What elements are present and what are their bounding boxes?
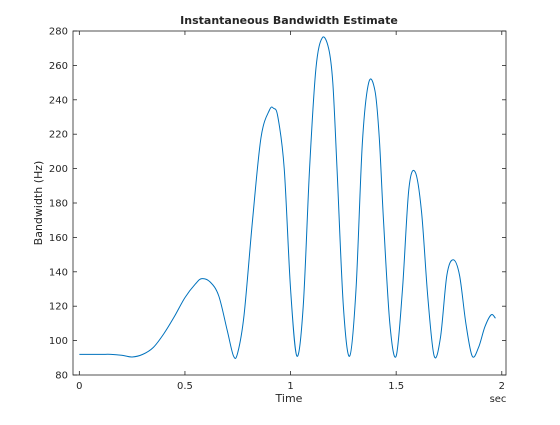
y-tick-label: 140 — [49, 267, 68, 278]
x-tick-label: 1 — [287, 381, 293, 392]
plot-area: 80 100 120 140 160 180 200 220 240 260 280 0 0.5 1 1.5… — [49, 27, 507, 392]
y-tick-label: 120 — [49, 302, 68, 313]
x-tick-label: 1.5 — [388, 381, 404, 392]
y-tick-label: 160 — [49, 233, 68, 244]
y-tick-label: 220 — [49, 130, 68, 141]
y-tick-label: 240 — [49, 95, 68, 106]
x-tick-label: 2 — [499, 381, 505, 392]
y-tick-label: 260 — [49, 61, 68, 72]
y-tick-label: 280 — [49, 27, 68, 38]
y-tick-label: 200 — [49, 164, 68, 175]
x-tick-label: 0 — [76, 381, 82, 392]
y-tick-label: 100 — [49, 336, 68, 347]
axes-box — [72, 30, 507, 376]
bandwidth-series-line — [79, 36, 496, 359]
x-axis-unit: sec — [490, 394, 507, 405]
y-tick-label: 80 — [55, 371, 68, 382]
y-axis-label: Bandwidth (Hz) — [32, 161, 45, 246]
x-axis-label: Time — [275, 392, 303, 405]
x-tick-label: 0.5 — [177, 381, 193, 392]
y-tick-label: 180 — [49, 199, 68, 210]
chart-title: Instantaneous Bandwidth Estimate — [180, 14, 398, 27]
